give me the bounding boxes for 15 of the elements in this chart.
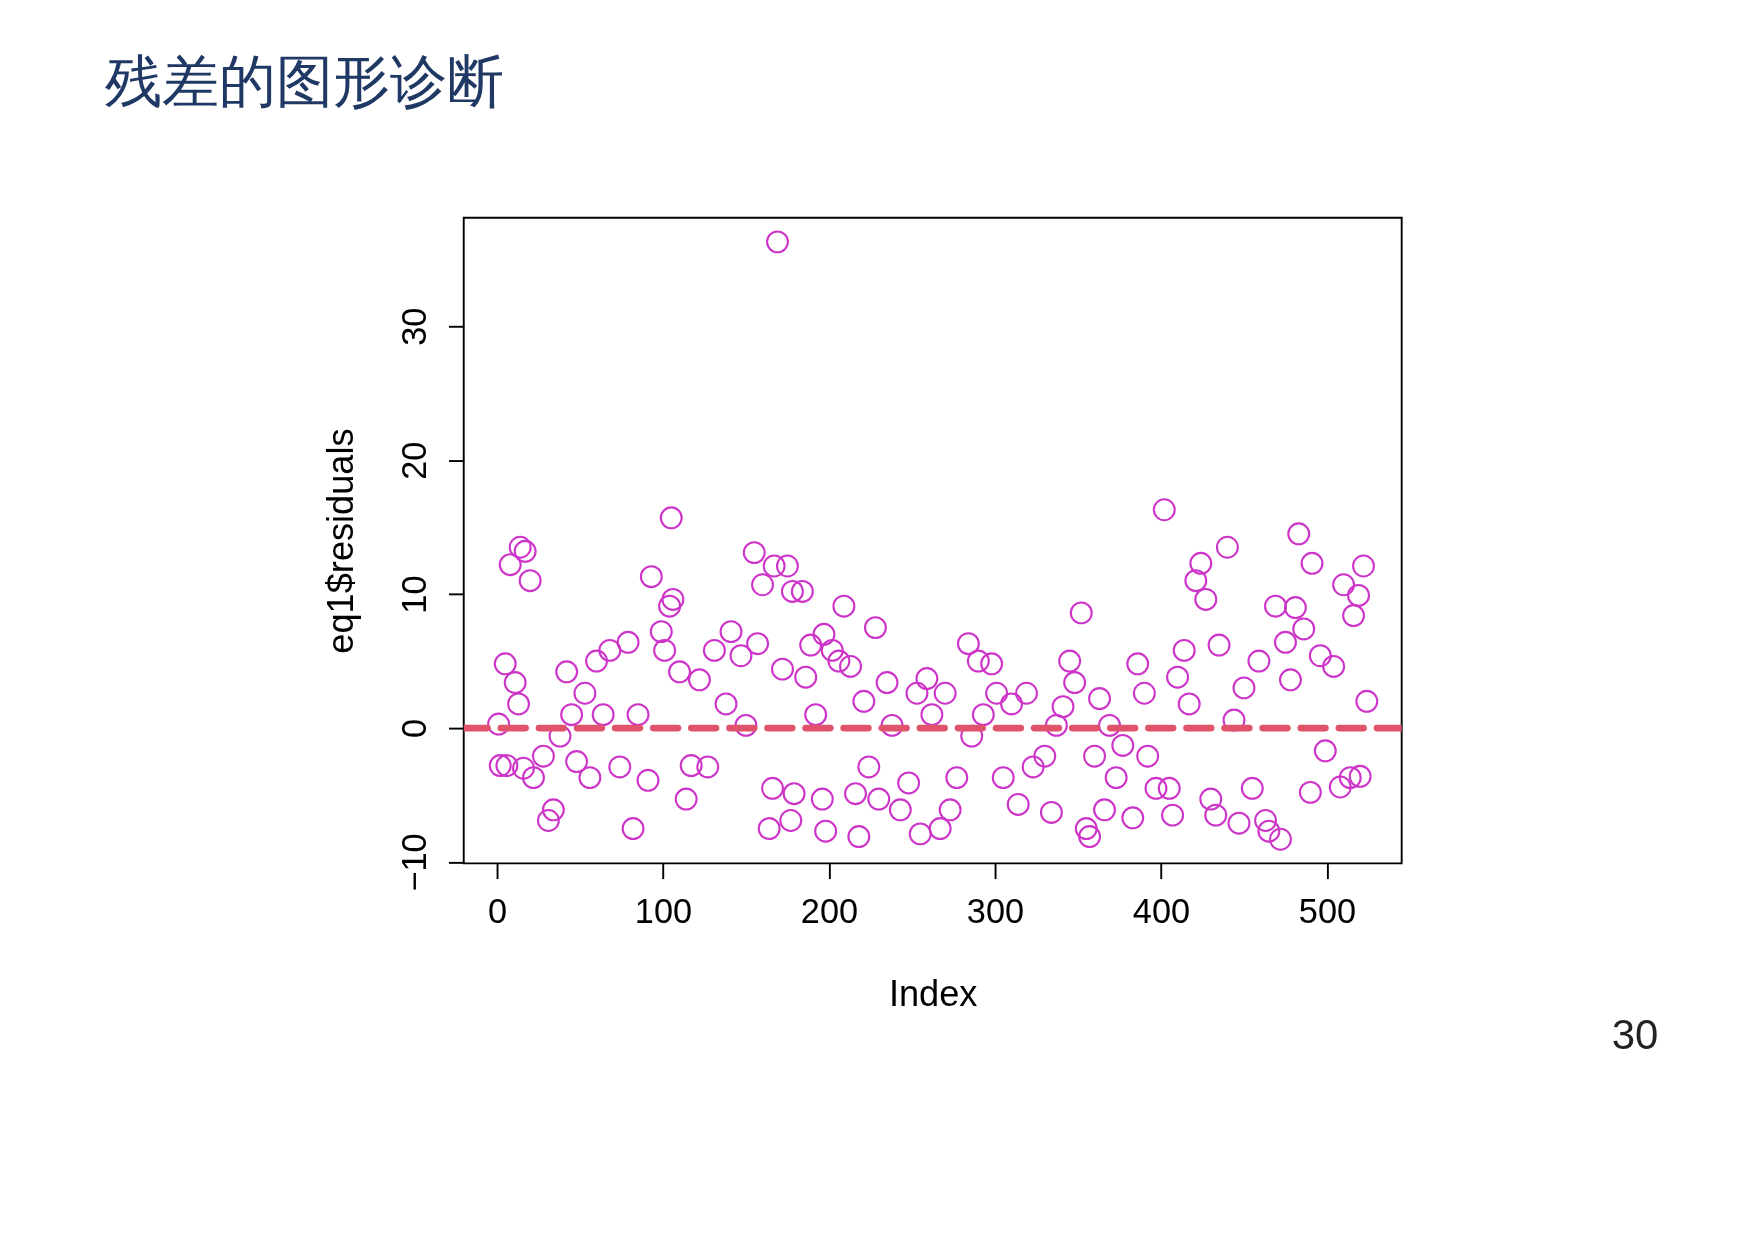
y-tick-label: 20 — [395, 441, 434, 480]
x-tick-label: 0 — [487, 891, 507, 930]
text: 30 — [1611, 1011, 1659, 1059]
y-axis-title: eq1$residuals — [319, 428, 361, 654]
x-tick-label: 100 — [634, 891, 693, 930]
x-axis-title: Index — [888, 972, 978, 1014]
y-tick-label: 30 — [395, 307, 434, 346]
y-tick-label: 10 — [395, 575, 434, 614]
y-tick-label: −10 — [395, 833, 434, 892]
x-tick-label: 500 — [1298, 891, 1357, 930]
x-tick-label: 200 — [800, 891, 859, 930]
x-tick-label: 300 — [966, 891, 1025, 930]
y-tick-label: 0 — [395, 719, 434, 739]
x-tick-label: 400 — [1132, 891, 1191, 930]
chart-title: 残差的图形诊断 — [104, 47, 504, 114]
